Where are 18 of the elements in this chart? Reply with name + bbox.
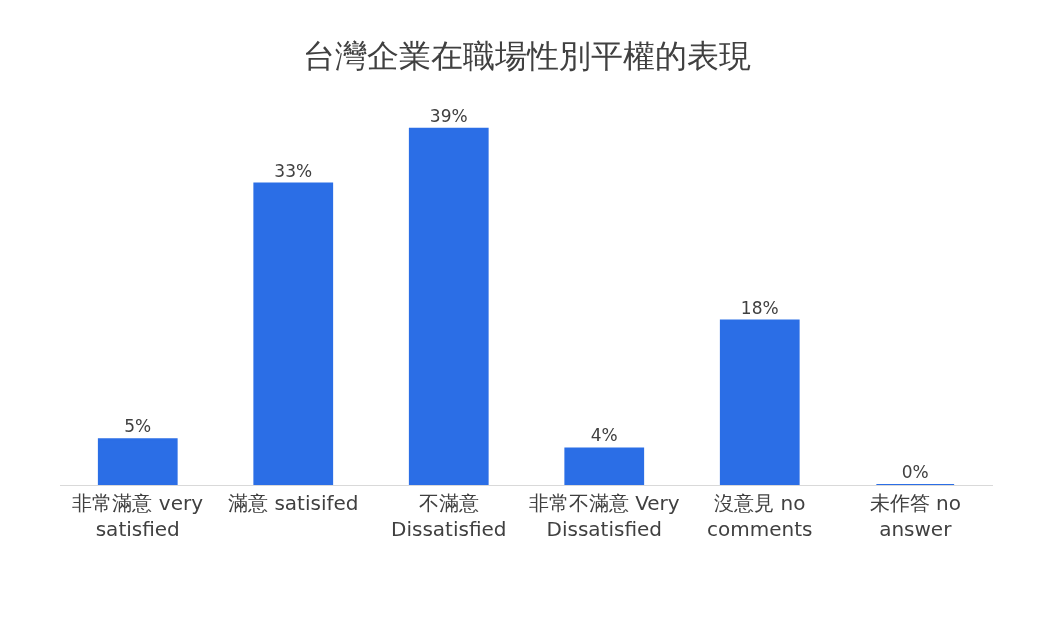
x-tick-label: 不滿意 Dissatisfied [391,491,507,541]
bar [97,438,178,485]
bar [253,182,334,485]
data-label: 4% [590,425,618,446]
x-tick-label: 滿意 satisifed [228,491,359,515]
bar [719,319,800,485]
bar [408,127,489,485]
x-tick-label: 沒意見 no comments [707,491,813,541]
chart-title: 台灣企業在職場性別平權的表現 [302,36,751,75]
x-tick-label: 未作答 no answer [869,491,961,541]
data-label: 0% [901,462,929,482]
data-label: 5% [124,416,152,437]
data-label: 33% [274,160,313,181]
x-tick-label: 非常滿意 very satisfied [72,491,204,541]
bar [564,447,645,485]
x-tick-label: 非常不滿意 Very Dissatisfied [528,491,680,541]
data-label: 18% [740,297,779,318]
data-label: 39% [429,105,468,126]
